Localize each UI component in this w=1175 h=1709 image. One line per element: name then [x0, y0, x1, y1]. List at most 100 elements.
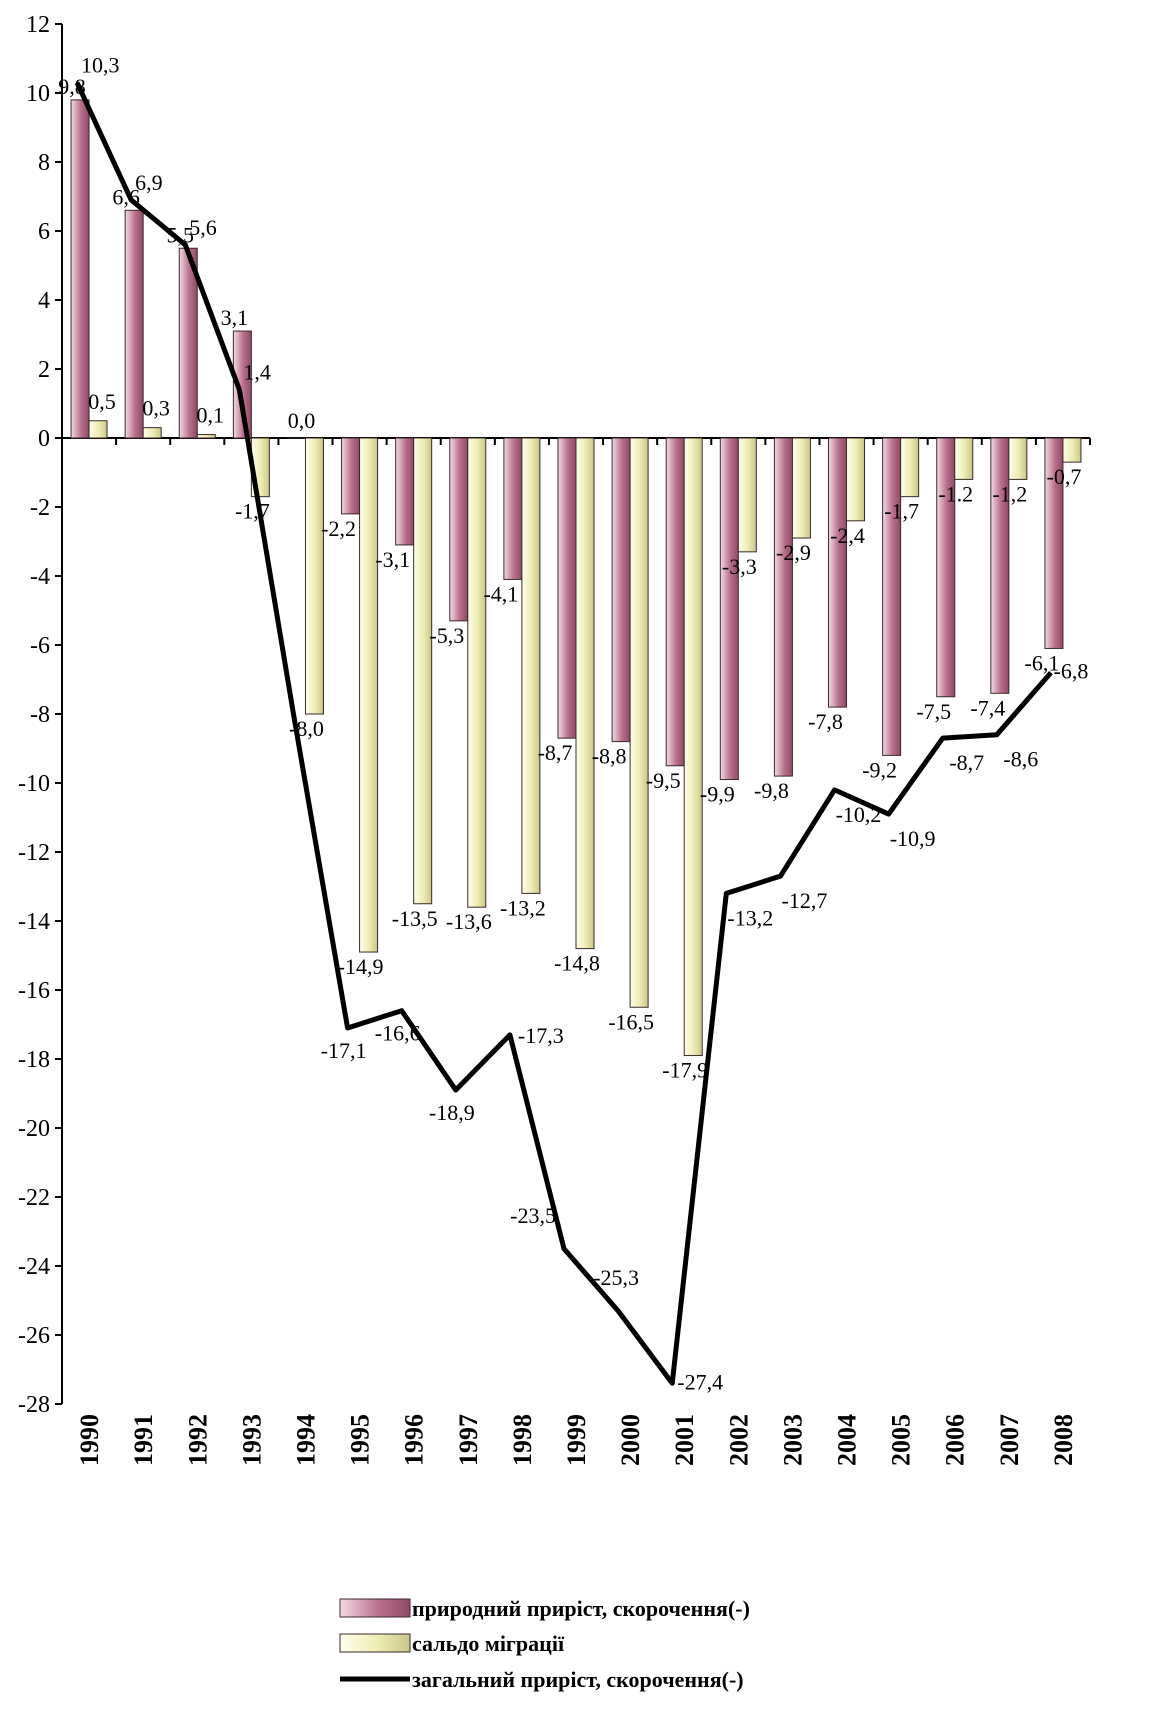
- bar-natural-1991: [125, 210, 143, 438]
- category-label-2000: 2000: [616, 1414, 645, 1466]
- category-label-1997: 1997: [454, 1414, 483, 1466]
- category-label-2002: 2002: [724, 1414, 753, 1466]
- category-label-1993: 1993: [237, 1414, 266, 1466]
- y-tick-label: -12: [18, 840, 50, 866]
- label-migration-1992: 0,1: [197, 403, 225, 428]
- y-tick-label: 6: [38, 219, 50, 245]
- label-total-1991: 6,9: [135, 170, 163, 195]
- label-natural-2003: -9,8: [754, 778, 789, 803]
- y-tick-label: 0: [38, 426, 50, 452]
- bar-natural-1999: [558, 438, 576, 738]
- bar-migration-1999: [576, 438, 594, 949]
- bar-natural-2003: [774, 438, 792, 776]
- label-migration-1998: -13,2: [500, 895, 546, 920]
- label-natural-2001: -9,5: [646, 768, 681, 793]
- category-label-1990: 1990: [75, 1414, 104, 1466]
- y-tick-label: -18: [18, 1047, 50, 1073]
- label-migration-2006: -1.2: [938, 481, 973, 506]
- label-natural-1995: -2,2: [321, 516, 356, 541]
- y-tick-label: -20: [18, 1116, 50, 1142]
- bar-natural-1997: [450, 438, 468, 621]
- y-tick-label: -28: [18, 1392, 50, 1418]
- y-tick-label: -14: [18, 909, 50, 935]
- legend-swatch-0: [340, 1599, 410, 1617]
- category-label-2008: 2008: [1049, 1414, 1078, 1466]
- label-natural-2000: -8,8: [592, 744, 627, 769]
- y-tick-label: -26: [18, 1323, 50, 1349]
- label-natural-1993: 3,1: [221, 305, 249, 330]
- bar-migration-2003: [792, 438, 810, 538]
- category-label-1998: 1998: [508, 1414, 537, 1466]
- category-label-1992: 1992: [183, 1414, 212, 1466]
- bar-natural-2004: [829, 438, 847, 707]
- bar-natural-2006: [937, 438, 955, 697]
- bar-natural-1995: [342, 438, 360, 514]
- label-natural-1998: -4,1: [483, 581, 518, 606]
- y-tick-label: 10: [26, 81, 50, 107]
- label-migration-2007: -1,2: [992, 481, 1027, 506]
- bar-natural-2005: [883, 438, 901, 755]
- label-total-2007: -8,6: [1003, 747, 1038, 772]
- bar-natural-2001: [666, 438, 684, 766]
- y-tick-label: 2: [38, 357, 50, 383]
- bar-natural-2000: [612, 438, 630, 742]
- label-total-1996: -16,6: [375, 1021, 421, 1046]
- label-migration-1993: -1,7: [235, 499, 270, 524]
- label-total-2003: -12,7: [782, 888, 828, 913]
- category-label-1991: 1991: [129, 1414, 158, 1466]
- label-migration-1991: 0,3: [142, 396, 170, 421]
- bar-migration-2006: [955, 438, 973, 479]
- bar-natural-1998: [504, 438, 522, 579]
- label-migration-2000: -16,5: [608, 1009, 654, 1034]
- bar-migration-1998: [522, 438, 540, 893]
- label-total-1998: -17,3: [518, 1023, 564, 1048]
- category-label-1999: 1999: [562, 1414, 591, 1466]
- legend-label-2: загальний приріст, скорочення(-): [412, 1667, 744, 1692]
- label-total-2005: -10,9: [890, 826, 936, 851]
- label-migration-2005: -1,7: [884, 499, 919, 524]
- bar-migration-2005: [901, 438, 919, 497]
- y-tick-label: 4: [38, 288, 50, 314]
- bar-migration-2000: [630, 438, 648, 1007]
- category-label-2005: 2005: [887, 1414, 916, 1466]
- category-label-2007: 2007: [995, 1414, 1024, 1466]
- label-total-2000: -25,3: [593, 1265, 639, 1290]
- y-tick-label: -2: [30, 495, 50, 521]
- y-tick-label: -6: [30, 633, 50, 659]
- label-natural-2007: -7,4: [970, 695, 1005, 720]
- bar-natural-1990: [71, 100, 89, 438]
- legend-swatch-1: [340, 1634, 410, 1652]
- bar-migration-2004: [847, 438, 865, 521]
- bars: [71, 100, 1081, 1056]
- label-natural-2004: -7,8: [808, 709, 843, 734]
- bar-natural-1996: [396, 438, 414, 545]
- label-total-2008: -6,8: [1054, 659, 1089, 684]
- bar-migration-1992: [197, 435, 215, 438]
- category-label-2006: 2006: [941, 1414, 970, 1466]
- y-tick-label: -22: [18, 1185, 50, 1211]
- bar-migration-1991: [143, 428, 161, 438]
- label-total-1990: 10,3: [81, 53, 120, 78]
- label-total-1993: 1,4: [243, 360, 270, 385]
- label-migration-1996: -13,5: [392, 906, 438, 931]
- label-migration-2002: -3,3: [722, 554, 757, 579]
- label-migration-2003: -2,9: [776, 540, 811, 565]
- label-natural-1996: -3,1: [375, 547, 410, 572]
- label-natural-2002: -9,9: [700, 782, 735, 807]
- category-label-1996: 1996: [400, 1414, 429, 1466]
- category-label-1994: 1994: [291, 1414, 320, 1466]
- y-tick-label: -16: [18, 978, 50, 1004]
- legend-label-0: природний приріст, скорочення(-): [412, 1596, 750, 1621]
- label-total-1999: -23,5: [510, 1203, 556, 1228]
- bar-migration-2001: [684, 438, 702, 1056]
- label-natural-1999: -8,7: [538, 740, 573, 765]
- y-tick-label: -10: [18, 771, 50, 797]
- label-natural-2006: -7,5: [916, 699, 951, 724]
- label-total-2001: -27,4: [677, 1369, 723, 1394]
- category-label-2001: 2001: [670, 1414, 699, 1466]
- category-label-1995: 1995: [346, 1414, 375, 1466]
- category-label-2003: 2003: [778, 1414, 807, 1466]
- label-migration-2008: -0,7: [1047, 464, 1082, 489]
